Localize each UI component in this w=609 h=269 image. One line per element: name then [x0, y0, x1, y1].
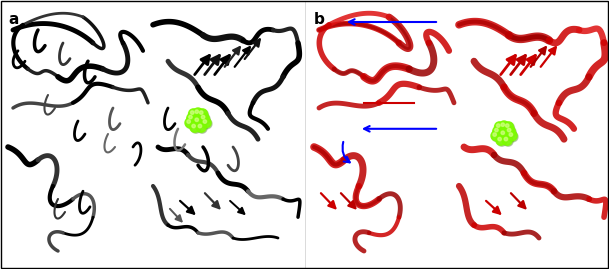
- Circle shape: [189, 109, 199, 119]
- Text: a: a: [8, 12, 18, 27]
- Circle shape: [195, 118, 199, 122]
- Circle shape: [193, 116, 203, 126]
- Circle shape: [507, 128, 511, 132]
- Circle shape: [498, 137, 501, 141]
- Circle shape: [189, 115, 192, 119]
- Circle shape: [508, 132, 518, 142]
- Circle shape: [495, 128, 498, 132]
- Circle shape: [505, 126, 515, 136]
- Circle shape: [194, 109, 204, 119]
- Circle shape: [509, 133, 513, 136]
- Circle shape: [197, 109, 208, 119]
- Circle shape: [203, 120, 206, 123]
- Circle shape: [491, 131, 501, 141]
- Circle shape: [191, 123, 201, 133]
- Circle shape: [499, 129, 509, 139]
- Circle shape: [187, 120, 191, 123]
- Circle shape: [504, 137, 508, 141]
- Circle shape: [186, 119, 196, 129]
- Circle shape: [499, 121, 509, 131]
- Circle shape: [191, 111, 194, 114]
- Circle shape: [504, 122, 513, 132]
- Circle shape: [502, 135, 512, 145]
- Text: b: b: [314, 12, 325, 27]
- Circle shape: [495, 122, 504, 132]
- Circle shape: [193, 108, 203, 118]
- Circle shape: [202, 119, 212, 129]
- Circle shape: [496, 124, 500, 127]
- Circle shape: [505, 124, 509, 127]
- Circle shape: [507, 131, 517, 141]
- Circle shape: [192, 124, 195, 128]
- Circle shape: [190, 122, 200, 132]
- Circle shape: [497, 136, 507, 146]
- Circle shape: [201, 118, 211, 128]
- Circle shape: [199, 110, 208, 120]
- Circle shape: [503, 136, 513, 146]
- Circle shape: [185, 118, 195, 128]
- Circle shape: [189, 110, 200, 120]
- Circle shape: [496, 123, 505, 133]
- Circle shape: [196, 122, 206, 132]
- Circle shape: [493, 133, 496, 136]
- Circle shape: [200, 114, 210, 124]
- Circle shape: [195, 110, 199, 114]
- Circle shape: [494, 127, 504, 137]
- Circle shape: [197, 123, 207, 133]
- Circle shape: [501, 123, 504, 126]
- Circle shape: [492, 132, 502, 142]
- Circle shape: [493, 126, 502, 136]
- Circle shape: [501, 131, 504, 134]
- Circle shape: [200, 111, 203, 114]
- Circle shape: [187, 113, 197, 123]
- Circle shape: [188, 114, 198, 124]
- Circle shape: [202, 115, 205, 119]
- Circle shape: [198, 124, 202, 128]
- Circle shape: [194, 117, 204, 127]
- Circle shape: [506, 127, 516, 137]
- Circle shape: [496, 135, 506, 145]
- Circle shape: [500, 130, 510, 140]
- Circle shape: [199, 113, 209, 123]
- Circle shape: [500, 122, 510, 132]
- Circle shape: [504, 123, 515, 133]
